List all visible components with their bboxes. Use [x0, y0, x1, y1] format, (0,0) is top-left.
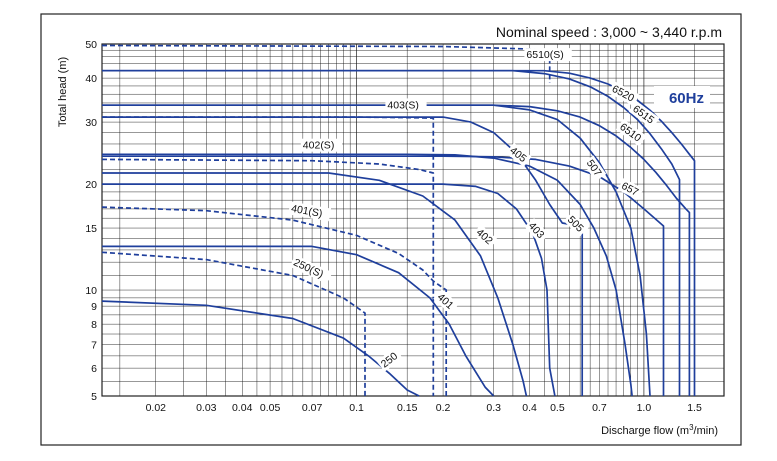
- x-tick-label: 0.2: [436, 402, 451, 414]
- x-tick-label: 1.0: [637, 402, 652, 414]
- curves: [101, 44, 696, 397]
- x-axis-label: Discharge flow (m3/min): [601, 423, 718, 437]
- curve-label-bg: [615, 119, 647, 147]
- curve-label-bg: [524, 217, 550, 244]
- curve-label-bg: [524, 48, 572, 62]
- y-tick-label: 5: [91, 391, 97, 403]
- curve-label-bg: [617, 178, 644, 201]
- y-axis-label: Total head (m): [57, 57, 69, 127]
- x-tick-label: 0.15: [397, 402, 418, 414]
- curve-402s: [101, 158, 435, 396]
- y-tick-label: 15: [85, 223, 97, 235]
- curve-label-bg: [563, 211, 589, 237]
- y-tick-label: 10: [85, 285, 97, 297]
- y-tick-label: 9: [91, 301, 97, 313]
- curve-403s: [102, 116, 435, 170]
- y-tick-labels: 5 6 7 8 9 10 15 20 30 40 50: [85, 39, 97, 403]
- curve-250: [101, 300, 420, 397]
- x-axis-label-suffix: /min): [694, 425, 718, 437]
- curve-label-bg: [289, 254, 333, 284]
- curve-label-bg: [288, 201, 332, 222]
- x-tick-label: 0.02: [146, 402, 167, 414]
- x-tick-label: 0.5: [550, 402, 565, 414]
- curve-label-bg: [582, 155, 607, 182]
- curve-657: [102, 155, 665, 396]
- curve-label-bg: [472, 224, 498, 250]
- curve-401s: [101, 206, 448, 396]
- x-tick-label: 0.07: [302, 402, 323, 414]
- curve-6510s: [101, 44, 551, 83]
- y-tick-label: 8: [91, 319, 97, 331]
- curve-6520: [102, 69, 696, 396]
- y-tick-label: 7: [91, 340, 97, 352]
- curve-label-bg: [628, 101, 660, 129]
- curve-402: [102, 172, 528, 397]
- plot-area: [101, 43, 725, 397]
- curve-401: [102, 245, 495, 397]
- curve-6510: [102, 104, 691, 396]
- curve-label-bg: [376, 347, 403, 372]
- x-tick-label: 0.04: [232, 402, 253, 414]
- x-tick-label: 0.03: [196, 402, 217, 414]
- x-tick-label: 0.3: [486, 402, 501, 414]
- x-axis-label-prefix: Discharge flow (m: [601, 425, 689, 437]
- curve-6515: [102, 69, 681, 396]
- x-tick-labels: 0.02 0.03 0.04 0.05 0.07 0.1 0.15 0.2 0.3 0.4 0.5 0…: [146, 402, 702, 414]
- chart-frame: [40, 13, 742, 446]
- frequency-badge: 60Hz: [669, 90, 704, 107]
- chart-title: Nominal speed : 3,000 ~ 3,440 r.p.m: [496, 24, 722, 40]
- x-tick-label: 0.05: [260, 402, 281, 414]
- curve-labels: 250250(S)401401(S)402402(S)403403(S)4055…: [288, 48, 660, 372]
- curve-507: [102, 104, 651, 397]
- curve-label-bg: [608, 81, 640, 107]
- curve-label: 401(S): [290, 203, 323, 220]
- curve-label: 403(S): [387, 99, 419, 111]
- curve-403: [102, 183, 556, 397]
- y-tick-label: 6: [91, 363, 97, 375]
- frequency-badge-bg: [654, 86, 710, 108]
- x-tick-label: 0.1: [349, 402, 364, 414]
- y-tick-label: 50: [85, 39, 97, 51]
- curve-250s: [101, 251, 366, 396]
- curve-label-bg: [433, 289, 459, 314]
- curve-label: 6510(S): [526, 49, 563, 61]
- curve-label-bg: [385, 98, 427, 112]
- curve-505: [102, 153, 633, 397]
- y-tick-label: 20: [85, 179, 97, 191]
- curve-label: 402(S): [303, 140, 335, 152]
- y-tick-label: 30: [85, 117, 97, 129]
- curve-label-bg: [300, 138, 342, 152]
- x-axis-label-sup: 3: [689, 423, 694, 432]
- x-tick-label: 0.4: [522, 402, 537, 414]
- x-tick-label: 1.5: [687, 402, 702, 414]
- curve-label-bg: [505, 142, 532, 167]
- y-tick-label: 40: [85, 73, 97, 85]
- x-tick-label: 0.7: [592, 402, 607, 414]
